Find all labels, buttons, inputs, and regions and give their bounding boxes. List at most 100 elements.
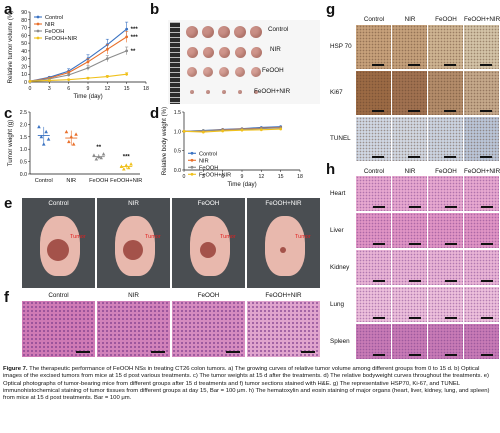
ihc-col-label: FeOOH+NIR <box>464 16 500 23</box>
x-axis-label-a: Time (day) <box>73 93 102 100</box>
caption-label: Figure 7. <box>3 366 28 372</box>
tumor-image <box>251 67 261 77</box>
mouse-photo-label: Control <box>48 200 69 207</box>
y-tick-label-a: 10 <box>21 72 27 78</box>
ihc-image <box>392 25 427 69</box>
he-label: FeOOH <box>197 292 220 299</box>
scale-bar <box>445 280 457 282</box>
category-label-c: NIR <box>66 178 76 184</box>
tumor-label: Tumor <box>70 234 86 240</box>
scale-bar <box>301 351 315 353</box>
tumor-image <box>238 90 242 94</box>
panel-letter-c: c <box>4 105 13 122</box>
mouse-photo-label: NIR <box>128 200 139 207</box>
panel-letter-f: f <box>4 289 9 306</box>
ihc-image <box>464 25 499 69</box>
data-point-a <box>86 76 90 80</box>
tumor-images <box>184 22 272 104</box>
ihc-row-label: HSP 70 <box>330 43 352 50</box>
scale-bar <box>480 64 492 66</box>
y-tick-label-a: 60 <box>21 33 27 39</box>
tumor-image <box>186 26 198 38</box>
panel-letter-d: d <box>150 105 160 122</box>
y-tick-label-a: 40 <box>21 49 27 55</box>
tumor-image <box>234 46 246 58</box>
scale-bar <box>151 351 165 353</box>
ihc-image <box>464 117 499 161</box>
legend-marker-d <box>190 158 194 162</box>
y-tick-label-a: 0 <box>24 80 27 86</box>
tumor-mark <box>200 242 216 258</box>
tumor-image <box>202 26 214 38</box>
x-tick-label-a: 15 <box>124 86 130 92</box>
ihc-image <box>356 117 391 161</box>
data-point-a <box>86 60 90 64</box>
tumor-image <box>202 46 214 58</box>
organ-row-label: Liver <box>330 227 344 234</box>
tumor-image <box>218 46 230 58</box>
scale-bar <box>373 280 385 282</box>
tumor-image <box>206 90 210 94</box>
tumor-image <box>218 26 230 38</box>
data-point-a <box>125 27 129 31</box>
panel-letter-b: b <box>150 1 160 18</box>
scale-bar <box>373 243 385 245</box>
data-point-d <box>182 129 186 133</box>
data-point-a <box>105 47 109 51</box>
organ-image <box>356 287 391 322</box>
significance-a: *** <box>131 27 139 33</box>
panel-letter-g: g <box>326 1 336 18</box>
legend-marker-d <box>190 165 194 169</box>
he-label: NIR <box>128 292 139 299</box>
scale-bar <box>409 206 421 208</box>
ihc-grid: Control NIR FeOOH FeOOH+NIR HSP 70 Ki67 TUNEL <box>330 10 500 162</box>
scale-bar <box>408 64 420 66</box>
legend-label-a: NIR <box>45 22 55 28</box>
y-tick-label-d: 0.5 <box>174 149 181 155</box>
organ-image <box>464 324 499 359</box>
scale-bar <box>76 351 90 353</box>
scale-bar <box>481 243 493 245</box>
he-section-image <box>97 301 170 357</box>
ruler-icon <box>170 22 180 104</box>
data-point-c <box>92 153 96 157</box>
organ-image <box>356 213 391 248</box>
legend-marker-a <box>36 36 40 40</box>
chart-c: 0.0 0.5 1.0 1.5 2.0 2.5 Tumor weight (g) Contro… <box>7 110 142 184</box>
he-label: Control <box>48 292 69 299</box>
ihc-image <box>464 71 499 115</box>
y-axis-label-a: Relative tumor volume (%) <box>7 11 14 84</box>
tumor-image <box>222 90 226 94</box>
mouse-photo-label: FeOOH <box>197 200 220 207</box>
scale-bar <box>445 317 457 319</box>
scale-bar <box>444 64 456 66</box>
scale-bar <box>409 243 421 245</box>
data-point-c <box>126 165 131 170</box>
x-tick-label-a: 0 <box>29 86 32 92</box>
x-tick-label-d: 6 <box>221 174 224 180</box>
significance-a: *** <box>131 35 139 41</box>
x-tick-label-a: 9 <box>87 86 90 92</box>
data-point-d <box>221 129 225 133</box>
organ-image <box>428 287 463 322</box>
ihc-image <box>392 117 427 161</box>
mouse-body <box>265 216 305 276</box>
series-line-a-1 <box>29 36 127 82</box>
y-tick-label-a: 80 <box>21 18 27 24</box>
x-tick-label-d: 3 <box>202 174 205 180</box>
tumor-label-feooh-nir: FeOOH+NIR <box>254 88 291 95</box>
category-label-c: FeOOH <box>89 178 108 184</box>
legend-label-d: Control <box>199 151 217 157</box>
scale-bar <box>373 317 385 319</box>
legend-label-a: FeOOH+NIR <box>45 36 77 42</box>
organ-row-label: Spleen <box>330 338 350 345</box>
tumor-mark <box>123 240 143 260</box>
series-line-a-0 <box>29 28 128 82</box>
data-point-a <box>28 79 32 83</box>
x-tick-label-a: 6 <box>67 86 70 92</box>
y-tick-label-a: 20 <box>21 64 27 70</box>
data-point-a <box>67 73 71 77</box>
x-tick-label-d: 9 <box>241 174 244 180</box>
tumor-label-nir: NIR <box>270 46 281 53</box>
organ-image <box>392 250 427 285</box>
